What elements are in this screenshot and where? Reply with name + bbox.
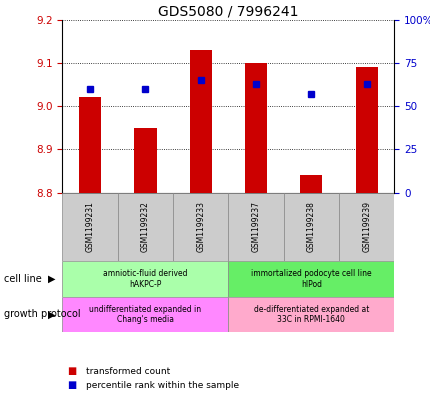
Bar	[189, 50, 211, 193]
Text: cell line: cell line	[4, 274, 42, 284]
Bar	[62, 261, 228, 297]
Text: growth protocol: growth protocol	[4, 309, 81, 320]
Title: GDS5080 / 7996241: GDS5080 / 7996241	[158, 4, 298, 18]
Text: GSM1199238: GSM1199238	[306, 202, 315, 252]
Bar	[228, 297, 393, 332]
Text: ▶: ▶	[48, 274, 55, 284]
Text: ■: ■	[67, 366, 76, 376]
Text: de-differentiated expanded at
33C in RPMI-1640: de-differentiated expanded at 33C in RPM…	[253, 305, 368, 324]
Text: transformed count: transformed count	[86, 367, 170, 376]
Bar	[300, 175, 322, 193]
Text: ■: ■	[67, 380, 76, 390]
Text: GSM1199232: GSM1199232	[141, 202, 150, 252]
Text: immortalized podocyte cell line
hIPod: immortalized podocyte cell line hIPod	[251, 269, 371, 289]
Bar	[283, 193, 338, 261]
Bar	[228, 261, 393, 297]
Bar	[62, 297, 228, 332]
Bar	[228, 193, 283, 261]
Text: GSM1199239: GSM1199239	[361, 202, 370, 252]
Text: GSM1199231: GSM1199231	[86, 202, 95, 252]
Bar	[62, 193, 117, 261]
Text: ▶: ▶	[48, 309, 55, 320]
Bar	[134, 128, 156, 193]
Bar	[244, 63, 267, 193]
Bar	[117, 193, 173, 261]
Text: percentile rank within the sample: percentile rank within the sample	[86, 381, 239, 389]
Bar	[173, 193, 228, 261]
Text: undifferentiated expanded in
Chang's media: undifferentiated expanded in Chang's med…	[89, 305, 201, 324]
Bar	[338, 193, 393, 261]
Text: amniotic-fluid derived
hAKPC-P: amniotic-fluid derived hAKPC-P	[103, 269, 187, 289]
Text: GSM1199237: GSM1199237	[251, 202, 260, 252]
Bar	[355, 67, 377, 193]
Bar	[79, 97, 101, 193]
Text: GSM1199233: GSM1199233	[196, 202, 205, 252]
